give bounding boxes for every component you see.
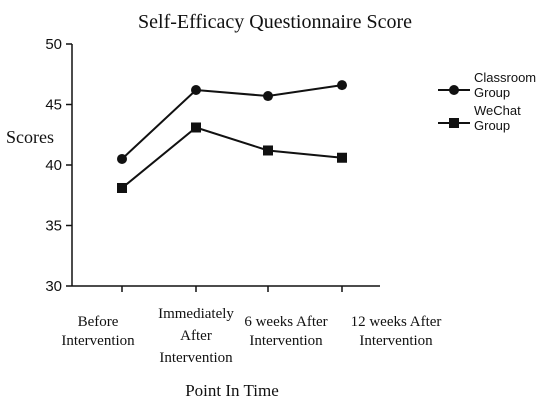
y-tick-label: 40 bbox=[45, 157, 62, 174]
x-axis-label: Point In Time bbox=[185, 381, 279, 400]
x-tick-label: After bbox=[180, 328, 212, 344]
x-tick-label: Intervention bbox=[249, 333, 323, 349]
chart-title: Self-Efficacy Questionnaire Score bbox=[138, 11, 412, 33]
x-ticks: Before Intervention Immediately After Interv… bbox=[61, 286, 441, 366]
y-tick-label: 50 bbox=[45, 36, 62, 53]
data-point-circle bbox=[191, 84, 201, 95]
data-point-square bbox=[191, 122, 201, 133]
x-tick-label: 12 weeks After bbox=[351, 314, 442, 330]
y-tick-label: 35 bbox=[45, 218, 62, 235]
series-layer bbox=[117, 80, 347, 193]
y-tick-label: 45 bbox=[45, 97, 62, 114]
x-tick-label: 6 weeks After bbox=[244, 314, 327, 330]
legend-label: Group bbox=[474, 118, 510, 133]
legend-label: WeChat bbox=[474, 103, 521, 118]
y-axis-label: Scores bbox=[6, 127, 54, 147]
data-point-square bbox=[337, 152, 347, 163]
data-point-circle bbox=[117, 153, 127, 164]
series-line bbox=[121, 126, 343, 189]
legend-label: Group bbox=[474, 85, 510, 100]
y-ticks: 30 35 40 45 50 bbox=[45, 36, 72, 295]
series-line bbox=[121, 84, 343, 160]
legend-marker-square bbox=[449, 118, 459, 128]
x-tick-label: Immediately bbox=[158, 306, 234, 322]
legend-label: Classroom bbox=[474, 70, 536, 85]
data-point-circle bbox=[337, 80, 347, 91]
data-point-circle bbox=[263, 91, 273, 102]
y-tick-label: 30 bbox=[45, 278, 62, 295]
data-point-square bbox=[117, 182, 127, 193]
data-point-square bbox=[263, 145, 273, 156]
x-tick-label: Intervention bbox=[61, 333, 135, 349]
legend-marker-circle bbox=[449, 85, 459, 95]
x-tick-label: Intervention bbox=[359, 333, 433, 349]
x-tick-label: Before bbox=[78, 314, 119, 330]
x-tick-label: Intervention bbox=[159, 350, 233, 366]
